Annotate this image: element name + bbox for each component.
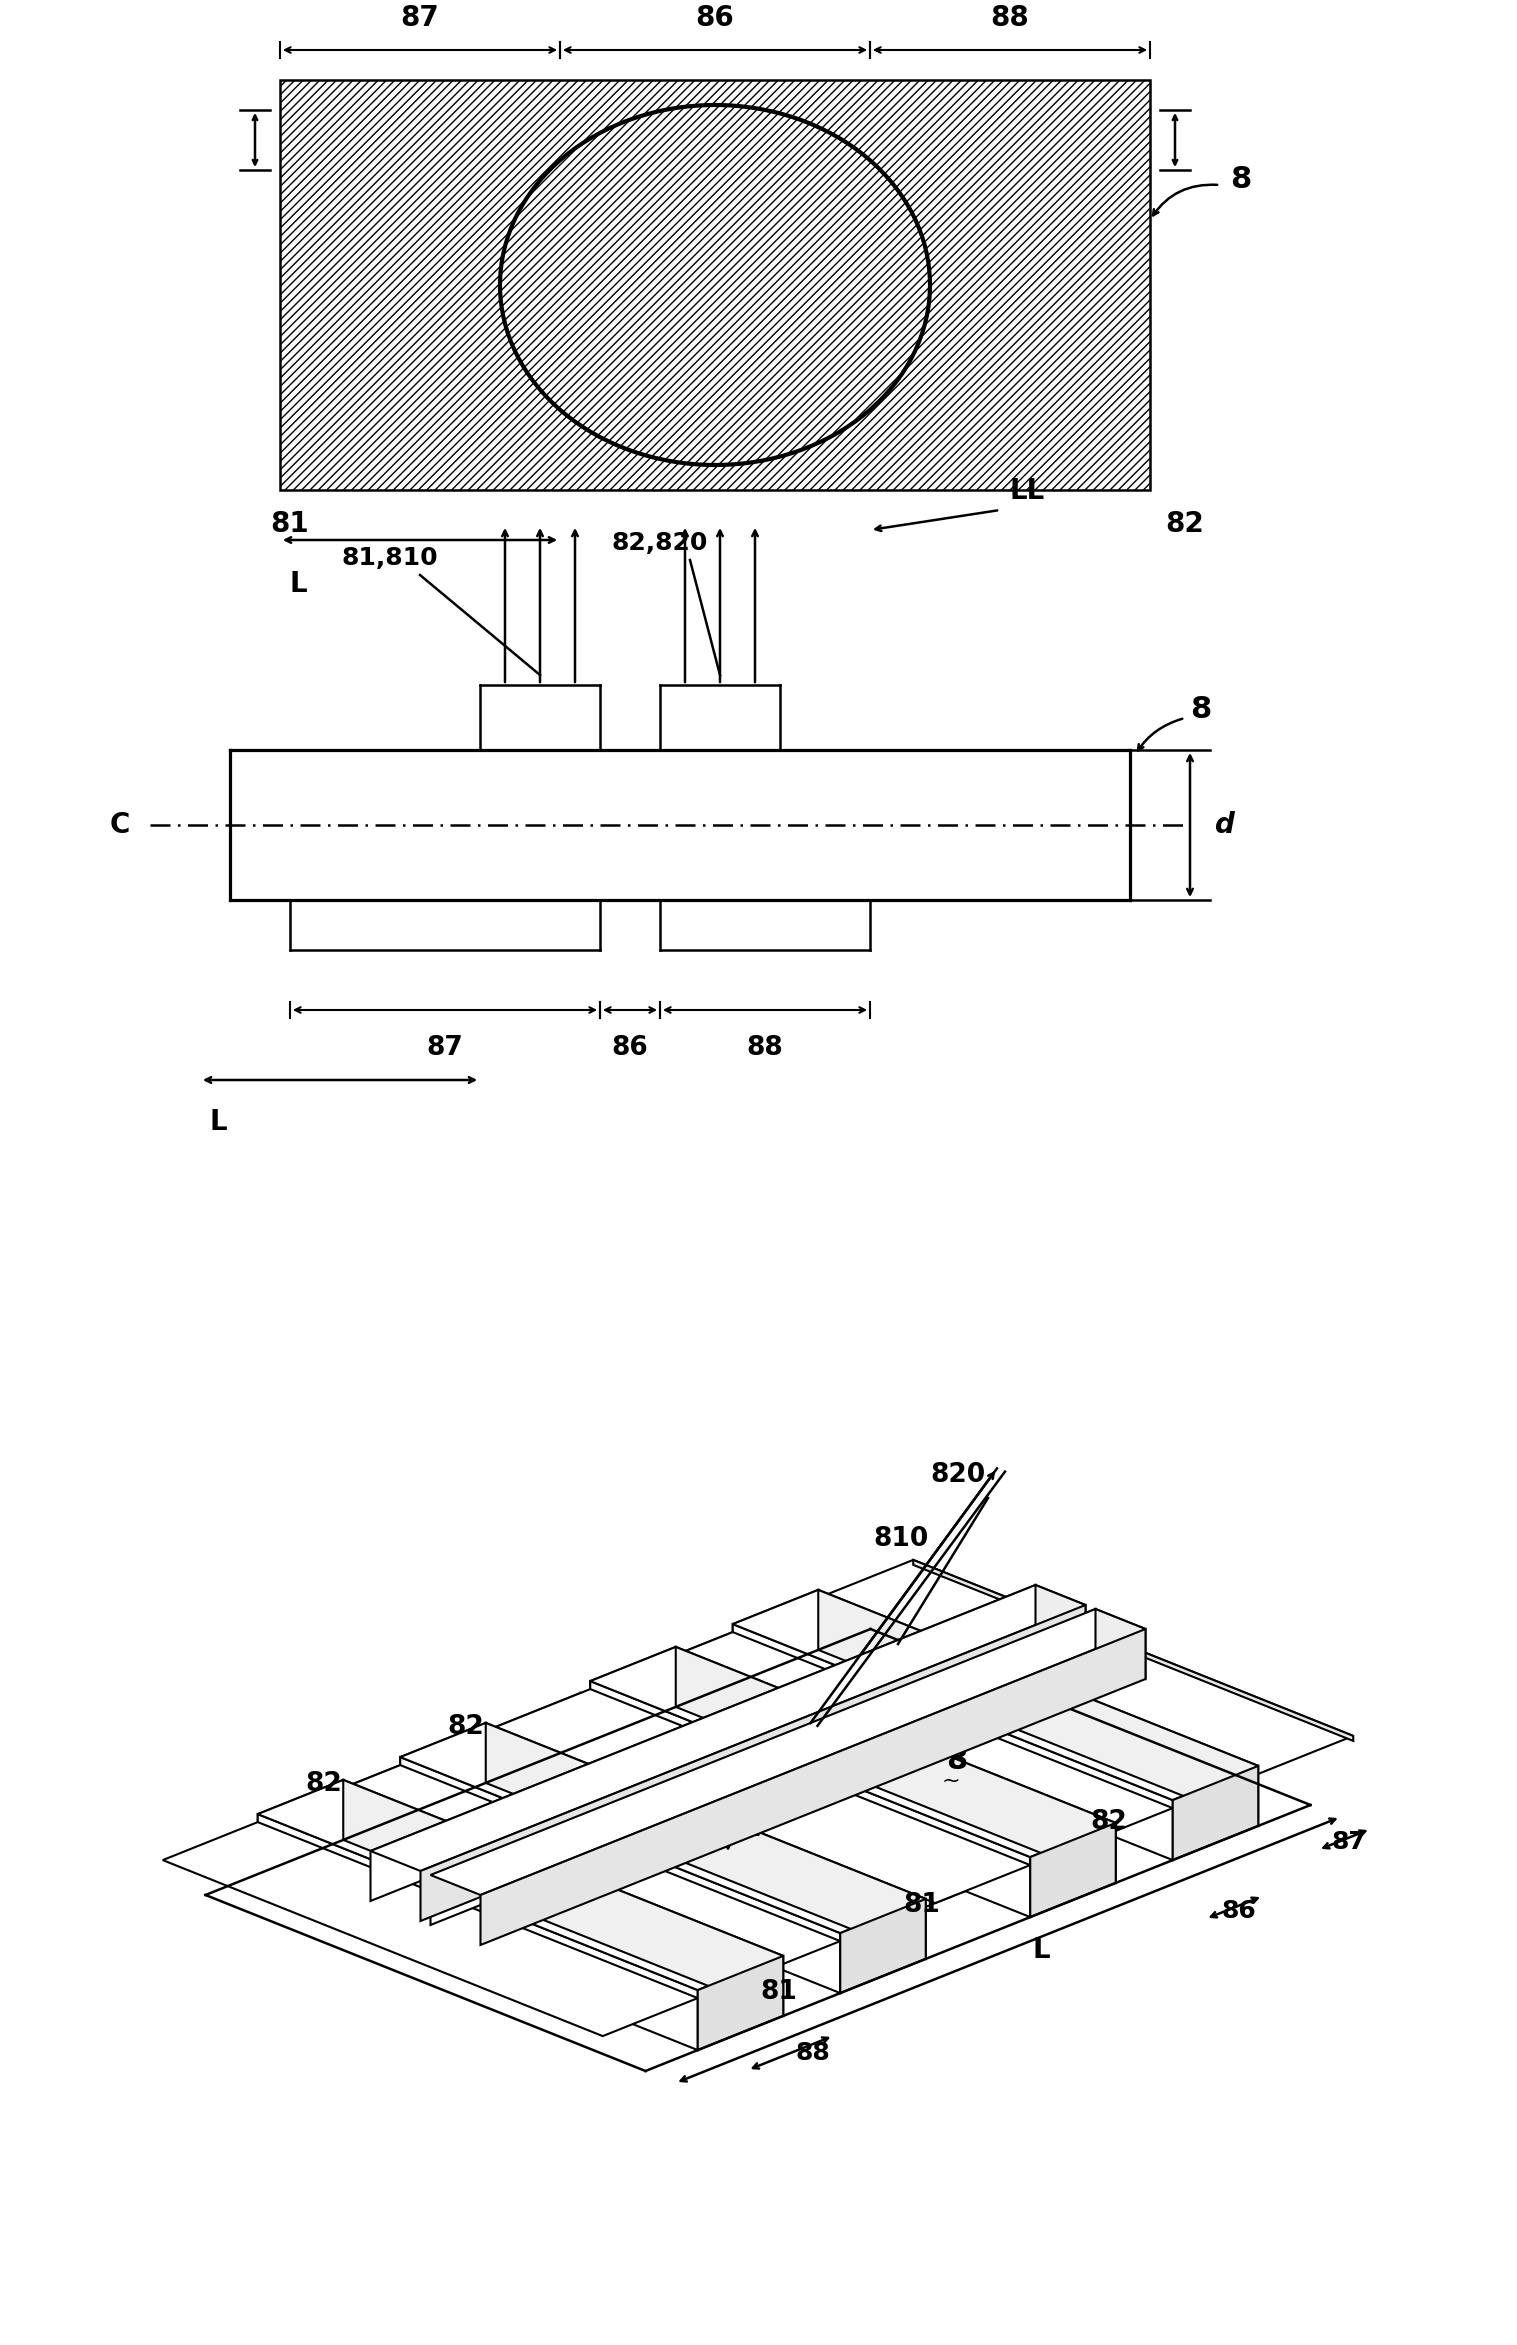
Text: 82: 82 xyxy=(305,1770,341,1796)
Polygon shape xyxy=(733,1625,1173,1860)
Bar xyxy=(281,80,1150,490)
Polygon shape xyxy=(400,1724,485,1817)
Polygon shape xyxy=(675,1618,1211,1831)
Polygon shape xyxy=(1030,1822,1115,1918)
Polygon shape xyxy=(258,1815,698,2050)
Text: 87: 87 xyxy=(1332,1831,1367,1855)
Text: 81: 81 xyxy=(903,1892,941,1918)
Polygon shape xyxy=(162,1822,698,2035)
Polygon shape xyxy=(590,1681,1030,1918)
Polygon shape xyxy=(637,1632,1173,1846)
Text: 8: 8 xyxy=(1189,696,1211,725)
Polygon shape xyxy=(733,1590,998,1695)
Text: 82,820: 82,820 xyxy=(611,530,708,556)
Text: 88: 88 xyxy=(991,5,1030,33)
Polygon shape xyxy=(485,1693,1021,1906)
Polygon shape xyxy=(771,1618,1211,1799)
Polygon shape xyxy=(370,1585,1086,1871)
Text: L: L xyxy=(1033,1937,1051,1965)
Polygon shape xyxy=(675,1646,1115,1883)
Polygon shape xyxy=(818,1559,1353,1773)
Text: L: L xyxy=(290,570,308,598)
Polygon shape xyxy=(660,1827,925,1932)
Polygon shape xyxy=(992,1693,1258,1801)
Text: 87: 87 xyxy=(426,1034,463,1060)
Polygon shape xyxy=(400,1756,840,1993)
Polygon shape xyxy=(438,1749,878,1930)
Text: ~: ~ xyxy=(942,1770,960,1792)
Polygon shape xyxy=(1095,1609,1145,1679)
Text: L: L xyxy=(209,1107,228,1135)
Text: 82: 82 xyxy=(1165,509,1204,537)
Text: d: d xyxy=(1215,811,1235,840)
Polygon shape xyxy=(431,1609,1145,1895)
Polygon shape xyxy=(590,1646,675,1740)
Text: d: d xyxy=(743,1815,762,1843)
Polygon shape xyxy=(818,1590,1258,1827)
Polygon shape xyxy=(343,1780,783,2017)
Text: 81: 81 xyxy=(760,1979,798,2005)
Text: 88: 88 xyxy=(795,2040,830,2066)
Text: 86: 86 xyxy=(696,5,734,33)
Polygon shape xyxy=(420,1604,1086,1921)
Polygon shape xyxy=(581,1693,1021,1874)
Text: 8: 8 xyxy=(947,1747,968,1775)
Text: 86: 86 xyxy=(611,1034,648,1060)
Text: 88: 88 xyxy=(746,1034,783,1060)
Text: 86: 86 xyxy=(1221,1899,1256,1923)
Text: C: C xyxy=(109,811,130,840)
Polygon shape xyxy=(370,1585,1036,1902)
Polygon shape xyxy=(840,1899,925,1993)
Polygon shape xyxy=(517,1883,783,1991)
Text: LL: LL xyxy=(1010,476,1045,504)
Polygon shape xyxy=(495,1688,1030,1904)
Polygon shape xyxy=(913,1559,1353,1740)
Text: 81: 81 xyxy=(270,509,308,537)
Text: 820: 820 xyxy=(930,1461,986,1489)
Text: 810: 810 xyxy=(872,1527,928,1552)
Polygon shape xyxy=(400,1724,666,1829)
Polygon shape xyxy=(258,1780,343,1874)
Polygon shape xyxy=(1036,1585,1086,1656)
Text: 81,810: 81,810 xyxy=(341,546,438,570)
Polygon shape xyxy=(343,1749,878,1963)
Text: 82: 82 xyxy=(1091,1808,1127,1834)
Polygon shape xyxy=(1173,1766,1258,1860)
Polygon shape xyxy=(590,1646,856,1754)
Polygon shape xyxy=(481,1630,1145,1944)
Polygon shape xyxy=(698,1956,783,2050)
Polygon shape xyxy=(431,1609,1095,1925)
Text: 8: 8 xyxy=(1230,166,1252,195)
Polygon shape xyxy=(258,1780,523,1885)
Text: 87: 87 xyxy=(400,5,440,33)
Text: 82: 82 xyxy=(448,1714,484,1740)
Polygon shape xyxy=(850,1752,1115,1857)
Polygon shape xyxy=(485,1724,925,1958)
Polygon shape xyxy=(305,1766,840,1979)
Polygon shape xyxy=(733,1590,818,1684)
